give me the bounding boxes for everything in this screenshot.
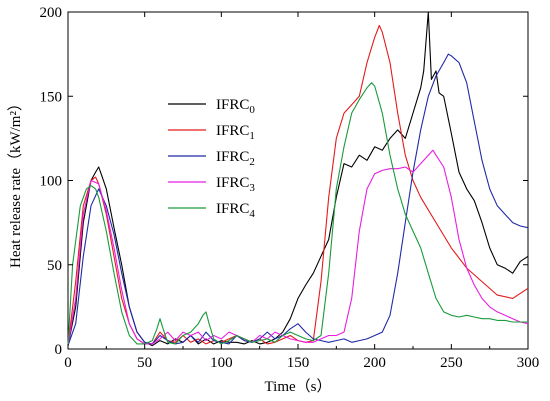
series-layer	[67, 11, 529, 347]
y-tick-label: 150	[40, 89, 63, 105]
x-tick-label: 250	[440, 355, 463, 371]
y-axis-label: Heat release rate（kW/m²）	[7, 96, 24, 268]
legend-label-ifrc0: IFRC0	[216, 97, 255, 116]
legend-label-ifrc1: IFRC1	[216, 123, 255, 142]
series-line-ifrc2	[67, 53, 529, 346]
axes-layer: 0 50 100 150 200 250 300 0 50 100 150 200	[40, 5, 540, 371]
legend: IFRC0 IFRC1 IFRC2 IFRC3 IFRC4	[168, 97, 255, 220]
y-tick-label: 50	[47, 258, 62, 274]
x-tick-label: 300	[517, 355, 540, 371]
legend-label-ifrc2: IFRC2	[216, 149, 255, 168]
x-tick-label: 50	[137, 355, 152, 371]
y-tick-label: 0	[55, 342, 63, 358]
y-tick-label: 200	[40, 5, 63, 21]
series-line-ifrc3	[67, 149, 529, 346]
x-tick-label: 200	[363, 355, 386, 371]
x-axis-label: Time（s）	[265, 378, 332, 395]
series-line-ifrc4	[67, 82, 528, 346]
legend-label-ifrc3: IFRC3	[216, 175, 255, 194]
y-tick-label: 100	[40, 174, 63, 190]
x-tick-label: 100	[210, 355, 233, 371]
legend-label-ifrc4: IFRC4	[216, 201, 255, 220]
x-tick-label: 150	[287, 355, 310, 371]
x-tick-label: 0	[64, 355, 72, 371]
